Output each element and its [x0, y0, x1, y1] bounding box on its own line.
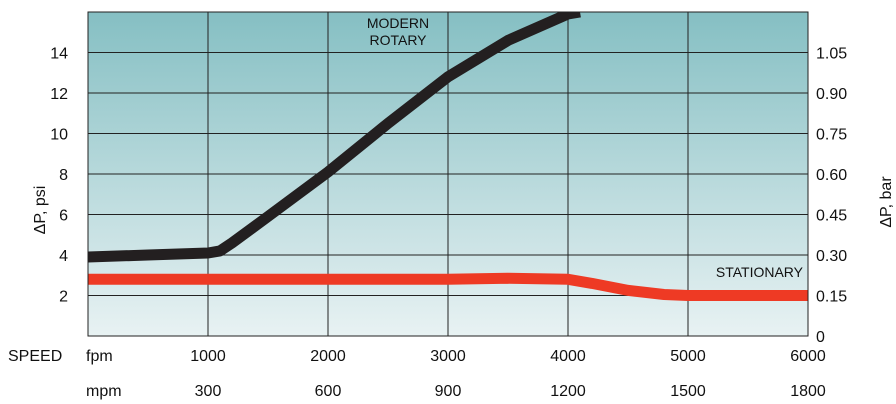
y-tick-label-right: 0.90: [816, 86, 847, 103]
x-tick-label-secondary: 900: [435, 383, 462, 400]
x-tick-label-secondary: 1200: [550, 383, 586, 400]
y-tick-label-left: 8: [59, 167, 68, 184]
series-line-1: [88, 272, 808, 301]
x-units-secondary: mpm: [86, 383, 122, 400]
series-line-0: [88, 12, 581, 263]
x-tick-label-primary: 2000: [310, 348, 346, 365]
x-tick-label-primary: 5000: [670, 348, 706, 365]
series-label-stationary: STATIONARY: [716, 264, 804, 280]
x-tick-label-secondary: 600: [315, 383, 342, 400]
plot-border: [87, 11, 809, 337]
series-label-modern-rotary: MODERN: [367, 15, 429, 31]
y-tick-label-left: 6: [59, 208, 68, 225]
x-axis-row-label: SPEED: [8, 348, 62, 365]
x-tick-label-secondary: 300: [195, 383, 222, 400]
y-tick-label-left: 4: [59, 248, 68, 265]
x-tick-label-secondary: 1500: [670, 383, 706, 400]
x-tick-label-primary: 4000: [550, 348, 586, 365]
y-tick-label-left: 10: [50, 127, 68, 144]
y-tick-label-right: 0.15: [816, 289, 847, 306]
y-axis-title-left: ΔP, psi: [32, 186, 49, 235]
y-axis-title-right: ΔP, bar: [878, 176, 895, 228]
y-tick-label-left: 2: [59, 289, 68, 306]
y-tick-label-left: 14: [50, 46, 68, 63]
y-tick-label-left: 12: [50, 86, 68, 103]
y-tick-label-right: 0: [816, 329, 825, 346]
tick-labels: 2 4 6 8 10 12 14 0 0.15 0.30 0.45 0.60 0.75 0.90 1.05 1…: [50, 15, 847, 400]
x-tick-label-primary: 6000: [790, 348, 826, 365]
x-tick-label-secondary: 1800: [790, 383, 826, 400]
x-tick-label-primary: 3000: [430, 348, 466, 365]
x-units-primary: fpm: [86, 348, 113, 365]
x-tick-label-primary: 1000: [190, 348, 226, 365]
y-tick-label-right: 0.75: [816, 127, 847, 144]
y-tick-label-right: 0.60: [816, 167, 847, 184]
y-tick-label-right: 0.30: [816, 248, 847, 265]
series-label-modern-rotary: ROTARY: [369, 32, 427, 48]
y-tick-label-right: 0.45: [816, 208, 847, 225]
series-layer: [88, 12, 808, 301]
y-tick-label-right: 1.05: [816, 46, 847, 63]
